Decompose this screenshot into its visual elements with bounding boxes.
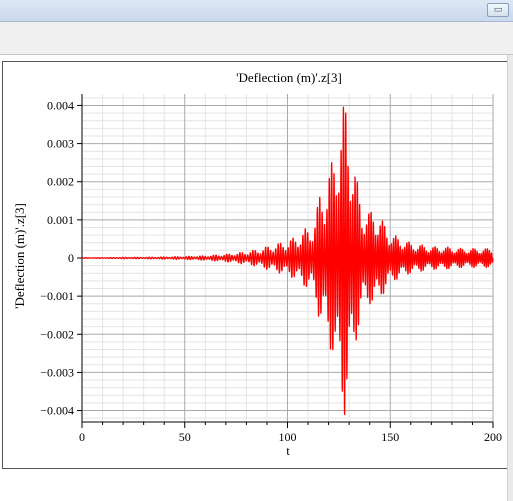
x-tick-label: 200 bbox=[484, 430, 502, 444]
x-tick-label: 150 bbox=[381, 430, 399, 444]
x-axis-label: t bbox=[286, 443, 290, 458]
tick-labels: 0 50 100 150 200 0.004 0.003 0.002 0.001 0 −0.001 −… bbox=[40, 98, 502, 444]
x-tick-label: 0 bbox=[79, 430, 85, 444]
y-tick-label: −0.002 bbox=[40, 327, 74, 341]
y-tick-label: 0.004 bbox=[47, 98, 74, 112]
series-line bbox=[81, 106, 494, 416]
vertical-scrollbar[interactable] bbox=[507, 55, 513, 501]
y-tick-label: 0.003 bbox=[47, 137, 74, 151]
y-tick-label: −0.004 bbox=[40, 404, 74, 418]
y-tick-label: 0.002 bbox=[47, 175, 74, 189]
y-tick-label: 0.001 bbox=[47, 213, 74, 227]
y-tick-label: −0.001 bbox=[40, 289, 74, 303]
toolbar bbox=[0, 22, 513, 55]
x-tick-label: 100 bbox=[279, 430, 297, 444]
plot-frame bbox=[2, 61, 509, 469]
window-titlebar: ▭ bbox=[0, 0, 513, 22]
x-tick-label: 50 bbox=[179, 430, 191, 444]
chart-title: 'Deflection (m)'.z[3] bbox=[236, 70, 342, 85]
y-tick-label: −0.003 bbox=[40, 365, 74, 379]
restore-window-icon[interactable]: ▭ bbox=[487, 3, 509, 17]
series-group bbox=[81, 106, 494, 416]
y-axis-label: 'Deflection (m)'.z[3] bbox=[12, 203, 27, 309]
y-tick-label: 0 bbox=[68, 251, 74, 265]
